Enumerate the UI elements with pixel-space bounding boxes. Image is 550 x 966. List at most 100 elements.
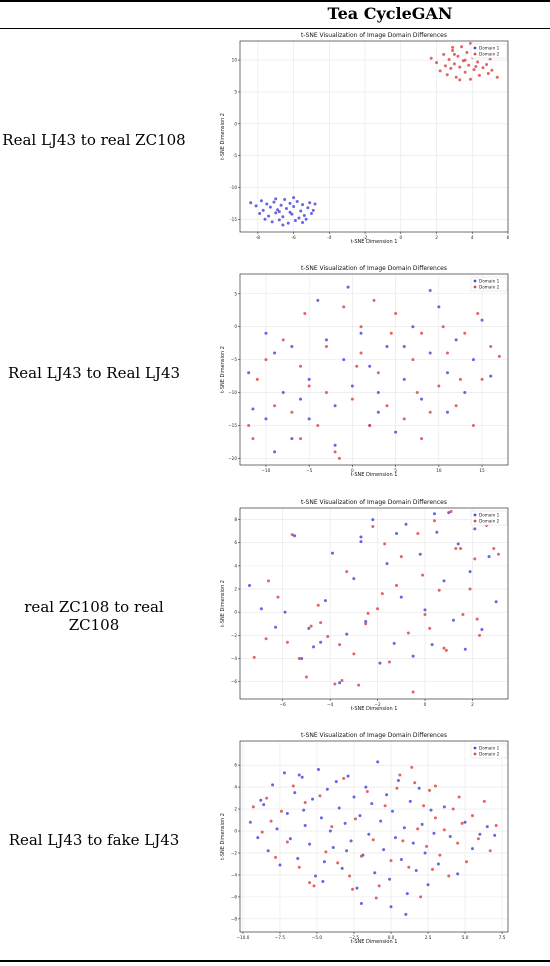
scatter-point — [303, 824, 307, 828]
scatter-point — [458, 65, 462, 69]
scatter-point — [333, 443, 337, 447]
y-tick-label: 0 — [234, 610, 237, 615]
scatter-point — [465, 50, 469, 54]
scatter-point — [249, 201, 253, 205]
scatter-point — [283, 610, 287, 614]
scatter-point — [330, 551, 334, 555]
scatter-point — [420, 331, 424, 335]
scatter-point — [402, 377, 406, 381]
scatter-point — [388, 877, 392, 881]
scatter-point — [308, 201, 312, 205]
scatter-point — [309, 624, 313, 628]
scatter-point — [429, 56, 433, 60]
y-axis-label: t-SNE Dimension 2 — [220, 346, 226, 393]
scatter-point — [279, 203, 283, 207]
scatter-point — [495, 75, 499, 79]
scatter-point — [324, 391, 328, 395]
x-tick-label: 7.5 — [499, 935, 506, 940]
scatter-point — [444, 648, 448, 652]
scatter-point — [349, 839, 353, 843]
scatter-point — [461, 612, 465, 616]
scatter-point — [265, 202, 269, 206]
scatter-point — [417, 786, 421, 790]
scatter-point — [307, 384, 311, 388]
scatter-point — [350, 397, 354, 401]
scatter-point — [267, 214, 271, 218]
scatter-point — [371, 525, 375, 529]
plot-frame — [239, 40, 509, 233]
scatter-point — [478, 633, 482, 637]
scatter-point — [338, 643, 342, 647]
x-tick-label: 15 — [479, 468, 485, 473]
scatter-point — [454, 75, 458, 79]
scatter-point — [268, 205, 272, 209]
scatter-point — [290, 410, 294, 414]
scatter-point — [345, 632, 349, 636]
scatter-point — [299, 397, 303, 401]
scatter-point — [394, 312, 398, 316]
scatter-point — [325, 787, 329, 791]
scatter-point — [468, 587, 472, 591]
scatter-point — [300, 656, 304, 660]
scatter-point — [281, 338, 285, 342]
legend-box — [470, 510, 508, 526]
y-tick-label: −5 — [231, 357, 238, 362]
scatter-point — [488, 849, 492, 853]
scatter-point — [378, 661, 382, 665]
scatter-point — [297, 656, 301, 660]
legend-label: Domain 2 — [479, 752, 500, 757]
chart-title: t-SNE Visualization of Image Domain Diff… — [301, 32, 447, 39]
x-axis-label: t-SNE Dimension 1 — [351, 706, 398, 712]
y-tick-label: 0 — [234, 829, 237, 834]
x-tick-label: -4 — [327, 235, 332, 240]
legend-box — [470, 743, 508, 759]
y-tick-label: 8 — [234, 517, 237, 522]
scatter-point — [373, 871, 377, 875]
scatter-point — [456, 872, 460, 876]
scatter-point — [478, 832, 482, 836]
scatter-point — [428, 626, 432, 630]
scatter-point — [385, 404, 389, 408]
scatter-point — [307, 377, 311, 381]
legend-label: Domain 1 — [479, 513, 500, 518]
chart-title: t-SNE Visualization of Image Domain Diff… — [301, 499, 447, 506]
x-tick-label: −10.0 — [237, 935, 250, 940]
scatter-point — [338, 681, 342, 685]
scatter-point — [247, 584, 251, 588]
scatter-point — [259, 199, 263, 203]
legend-marker — [473, 46, 477, 50]
scatter-point — [316, 423, 320, 427]
scatter-point — [475, 617, 479, 621]
scatter-point — [322, 860, 326, 864]
scatter-point — [414, 869, 418, 873]
x-tick-label: −2.5 — [349, 935, 360, 940]
scatter-point — [471, 423, 475, 427]
scatter-point — [370, 802, 374, 806]
x-tick-label: 0.0 — [388, 935, 395, 940]
scatter-point — [408, 799, 412, 803]
scatter-point — [342, 358, 346, 362]
scatter-point — [352, 577, 356, 581]
scatter-point — [276, 595, 280, 599]
scatter-point — [454, 338, 458, 342]
scatter-point — [405, 892, 409, 896]
scatter-point — [309, 212, 313, 216]
plot-frame — [239, 507, 509, 700]
scatter-point — [336, 861, 340, 865]
scatter-point — [300, 775, 304, 779]
scatter-point — [402, 417, 406, 421]
scatter-point — [380, 592, 384, 596]
scatter-point — [415, 391, 419, 395]
scatter-point — [359, 351, 363, 355]
scatter-point — [292, 196, 296, 200]
scatter-point — [490, 68, 494, 72]
scatter-point — [252, 655, 256, 659]
scatter-point — [304, 217, 308, 221]
scatter-point — [435, 61, 439, 65]
scatter-point — [368, 364, 372, 368]
x-tick-label: 0 — [399, 235, 402, 240]
scatter-point — [410, 765, 414, 769]
scatter-point — [445, 73, 449, 77]
scatter-point — [402, 826, 406, 830]
scatter-point — [486, 71, 490, 75]
